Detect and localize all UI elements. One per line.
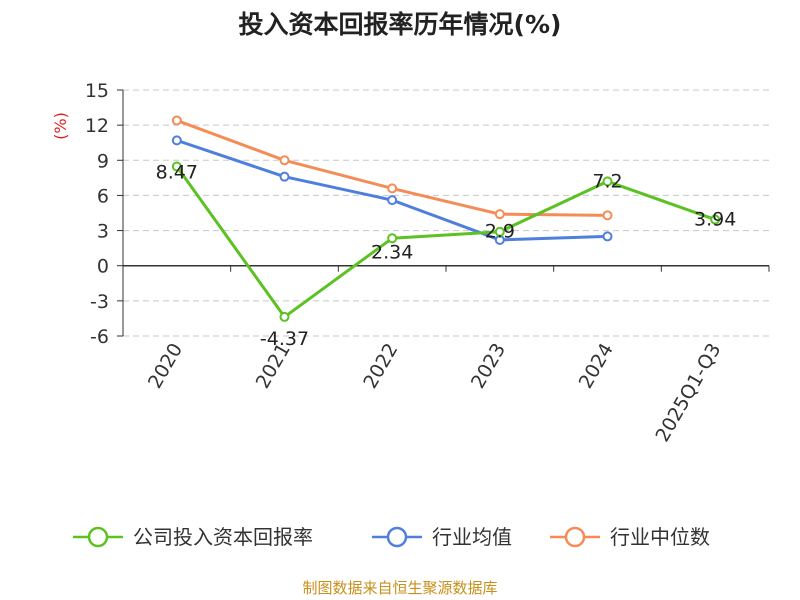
source-note: 制图数据来自恒生聚源数据库: [302, 579, 497, 597]
x-tick-label: 2023: [467, 340, 510, 393]
data-label: 7.2: [592, 170, 622, 192]
y-tick-label: 6: [97, 185, 109, 207]
x-tick-label: 2020: [144, 340, 187, 393]
data-point: [279, 155, 290, 166]
data-point: [279, 311, 290, 322]
series-line: [175, 165, 716, 319]
data-label: 3.94: [694, 209, 736, 231]
data-label: 8.47: [156, 161, 198, 183]
y-tick-label: 15: [85, 80, 109, 102]
y-tick-label: -3: [90, 291, 109, 313]
data-point: [494, 209, 505, 220]
data-point: [279, 171, 290, 182]
data-point: [171, 161, 182, 172]
legend-marker: [564, 526, 586, 548]
data-point: [387, 233, 398, 244]
series-lines: [171, 115, 721, 322]
legend: 公司投入资本回报率 行业均值 行业中位数: [73, 525, 710, 549]
x-tick-label: 2022: [359, 340, 402, 393]
data-point: [494, 226, 505, 237]
gridlines: [123, 89, 769, 337]
legend-label: 行业均值: [432, 525, 512, 549]
y-tick-label: 9: [97, 150, 109, 172]
y-tick-label: 3: [97, 221, 109, 243]
data-point: [710, 214, 721, 225]
data-label: 2.9: [485, 221, 515, 243]
data-point: [602, 176, 613, 187]
data-point: [602, 210, 613, 221]
data-labels: 8.47 -4.37 2.34 2.9 7.2 3.94: [156, 161, 737, 349]
data-point: [387, 183, 398, 194]
data-point: [171, 115, 182, 126]
data-label: 2.34: [371, 241, 413, 263]
y-tick-label: -6: [90, 326, 109, 348]
data-point: [387, 195, 398, 206]
legend-label: 行业中位数: [610, 525, 710, 549]
y-axis-label: (%): [51, 112, 70, 140]
chart-title: 投入资本回报率历年情况(%): [239, 10, 562, 39]
y-tick-label: 12: [85, 115, 109, 137]
data-label: -4.37: [260, 328, 309, 350]
legend-label: 公司投入资本回报率: [133, 525, 313, 549]
y-tick-label: 0: [97, 256, 109, 278]
legend-marker: [386, 526, 408, 548]
x-tick-label: 2024: [575, 340, 618, 393]
x-tick-label: 2025Q1-Q3: [651, 340, 725, 446]
data-point: [602, 231, 613, 242]
legend-marker: [87, 526, 109, 548]
data-point: [171, 135, 182, 146]
